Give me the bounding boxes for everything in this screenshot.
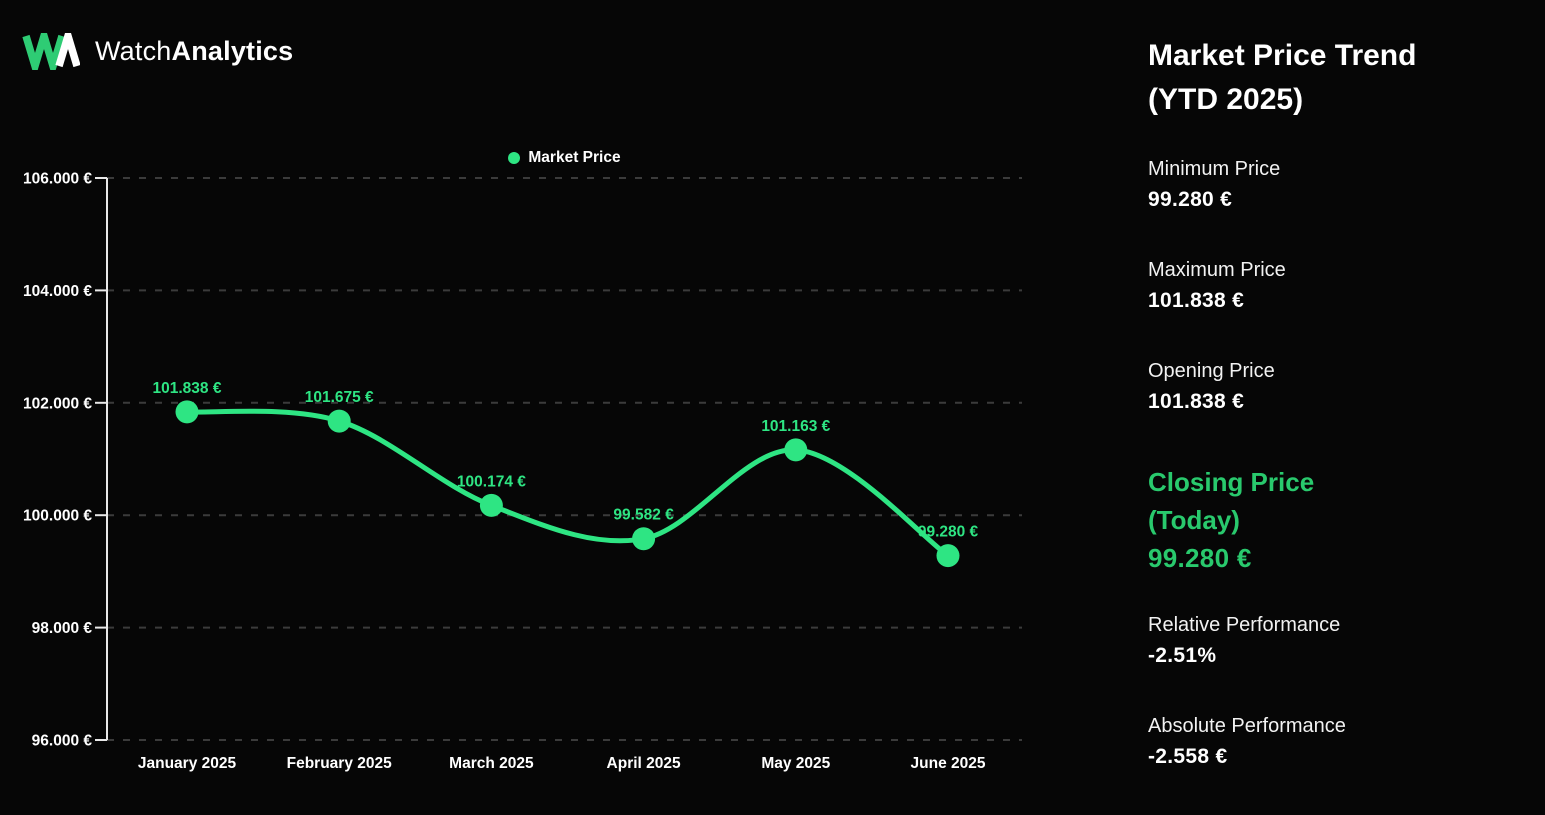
data-point-label: 101.163 € [761,418,830,435]
data-point[interactable] [632,527,656,551]
stat-label: Relative Performance [1148,614,1341,636]
data-point[interactable] [175,400,199,424]
data-point-label: 101.838 € [153,380,222,397]
stat-value: 101.838 € [1148,289,1245,312]
legend-market-price[interactable]: Market Price [107,149,1022,167]
y-tick-label: 106.000 € [23,171,92,188]
y-tick-label: 96.000 € [32,733,93,750]
x-axis-label: June 2025 [911,755,986,772]
stat-value: 99.280 € [1148,188,1233,211]
stat-opening-price: Opening Price 101.838 € [1148,356,1528,417]
stat-value: -2.558 € [1148,745,1228,768]
stats-panel: Market Price Trend (YTD 2025) Minimum Pr… [1148,34,1528,812]
brand-mark-icon [22,33,80,70]
data-point-label: 101.675 € [305,389,374,406]
x-axis-label: March 2025 [449,755,534,772]
stat-relative-performance: Relative Performance -2.51% [1148,610,1528,671]
data-point[interactable] [327,409,351,433]
panel-title: Market Price Trend (YTD 2025) [1148,39,1417,116]
y-tick-label: 100.000 € [23,508,92,525]
y-tick-label: 102.000 € [23,395,92,412]
y-tick-label: 104.000 € [23,283,92,300]
brand-name-regular: Watch [95,36,172,66]
stat-value: 99.280 € [1148,543,1252,573]
brand-name: WatchAnalytics [95,36,293,67]
stat-value: -2.51% [1148,644,1217,667]
x-axis-label: February 2025 [287,755,392,772]
data-point[interactable] [784,438,808,462]
brand-name-bold: Analytics [171,36,294,66]
data-point-label: 99.582 € [613,507,674,524]
x-axis-label: April 2025 [607,755,681,772]
series-line [184,408,951,559]
market-price-chart: 96.000 € 98.000 € 100.000 € 102.000 € 104.00… [23,171,1022,772]
data-point-label: 100.174 € [457,473,526,490]
stat-maximum-price: Maximum Price 101.838 € [1148,255,1528,316]
x-axis-label: January 2025 [138,755,237,772]
stat-label: Minimum Price [1148,158,1281,180]
stat-value: 101.838 € [1148,390,1245,413]
legend-dot-icon [508,152,521,164]
data-point[interactable] [479,493,503,517]
stat-minimum-price: Minimum Price 99.280 € [1148,154,1528,215]
stat-absolute-performance: Absolute Performance -2.558 € [1148,711,1528,772]
stat-closing-price: Closing Price (Today) 99.280 € [1148,463,1528,577]
x-axis-label: May 2025 [761,755,830,772]
stat-label: Maximum Price [1148,259,1286,281]
stat-label: Closing Price (Today) [1148,467,1315,535]
legend-label: Market Price [528,149,621,166]
data-point-label: 99.280 € [918,524,979,541]
stat-label: Opening Price [1148,360,1275,382]
data-point[interactable] [936,544,960,568]
watchanalytics-logo[interactable]: WatchAnalytics [22,33,293,70]
y-tick-label: 98.000 € [32,620,93,637]
stat-label: Absolute Performance [1148,715,1346,737]
